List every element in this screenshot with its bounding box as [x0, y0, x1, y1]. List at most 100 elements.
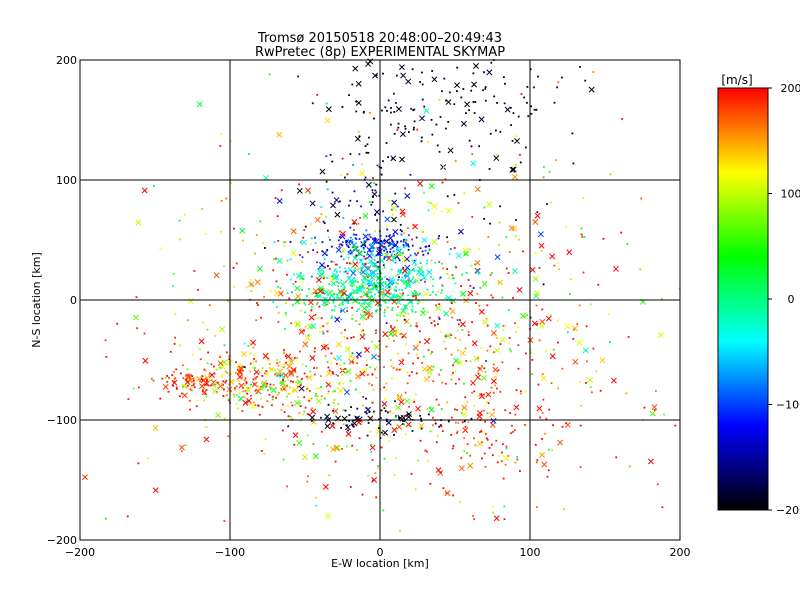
- data-point-x: [459, 466, 464, 471]
- data-point-dot: [382, 288, 384, 290]
- data-point-x: [495, 323, 500, 328]
- data-point-dot: [355, 417, 357, 419]
- data-point-x: [388, 236, 393, 241]
- data-point-dot: [357, 281, 359, 283]
- data-point-dot: [343, 281, 345, 283]
- data-point-dot: [328, 348, 330, 350]
- data-point-dot: [404, 125, 406, 127]
- data-point-dot: [434, 324, 436, 326]
- data-point-dot: [364, 240, 366, 242]
- data-point-dot: [242, 410, 244, 412]
- data-point-dot: [175, 368, 177, 370]
- data-point-dot: [233, 396, 235, 398]
- data-point-dot: [393, 235, 395, 237]
- data-point-dot: [415, 488, 417, 490]
- data-point-dot: [335, 461, 337, 463]
- data-point-dot: [438, 261, 440, 263]
- data-point-dot: [393, 256, 395, 258]
- data-point-dot: [199, 348, 201, 350]
- data-point-dot: [290, 393, 292, 395]
- data-point-dot: [397, 279, 399, 281]
- data-point-dot: [472, 515, 474, 517]
- data-point-dot: [485, 86, 487, 88]
- data-point-dot: [147, 457, 149, 459]
- data-point-x: [463, 428, 468, 433]
- data-point-dot: [350, 292, 352, 294]
- data-point-dot: [360, 421, 362, 423]
- data-point-dot: [381, 447, 383, 449]
- data-point-x: [422, 238, 427, 243]
- data-point-dot: [395, 275, 397, 277]
- data-point-dot: [404, 307, 406, 309]
- data-point-dot: [357, 357, 359, 359]
- data-point-x: [336, 342, 341, 347]
- data-point-dot: [271, 368, 273, 370]
- data-point-dot: [309, 390, 311, 392]
- data-point-dot: [508, 309, 510, 311]
- data-point-dot: [270, 384, 272, 386]
- data-point-dot: [643, 407, 645, 409]
- data-point-dot: [341, 374, 343, 376]
- data-point-x: [600, 358, 605, 363]
- data-point-dot: [370, 236, 372, 238]
- data-point-dot: [458, 378, 460, 380]
- data-point-dot: [455, 283, 457, 285]
- data-point-dot: [193, 380, 195, 382]
- data-point-dot: [398, 417, 400, 419]
- data-point-dot: [366, 152, 368, 154]
- data-point-dot: [291, 291, 293, 293]
- data-point-dot: [264, 247, 266, 249]
- data-point-x: [495, 254, 500, 259]
- data-point-dot: [469, 140, 471, 142]
- data-point-dot: [492, 506, 494, 508]
- data-point-dot: [344, 267, 346, 269]
- data-point-x: [470, 380, 475, 385]
- data-point-dot: [570, 278, 572, 280]
- data-point-dot: [246, 287, 248, 289]
- data-point-x: [418, 181, 423, 186]
- data-point-dot: [384, 309, 386, 311]
- data-point-dot: [620, 232, 622, 234]
- data-point-dot: [455, 370, 457, 372]
- data-point-dot: [233, 267, 235, 269]
- data-point-dot: [579, 381, 581, 383]
- data-point-dot: [179, 344, 181, 346]
- data-point-dot: [350, 337, 352, 339]
- data-point-dot: [365, 347, 367, 349]
- data-point-x: [316, 398, 321, 403]
- colorbar-tick-label: 100: [781, 188, 800, 201]
- data-point-x: [204, 437, 209, 442]
- data-point-dot: [482, 89, 484, 91]
- data-point-dot: [654, 409, 656, 411]
- data-point-dot: [384, 458, 386, 460]
- data-point-dot: [166, 375, 168, 377]
- data-point-x: [297, 188, 302, 193]
- data-point-dot: [567, 331, 569, 333]
- data-point-dot: [396, 314, 398, 316]
- data-point-x: [652, 405, 657, 410]
- data-point-dot: [461, 329, 463, 331]
- data-point-dot: [135, 296, 137, 298]
- data-point-dot: [333, 302, 335, 304]
- data-point-dot: [498, 455, 500, 457]
- data-point-dot: [203, 399, 205, 401]
- data-point-dot: [553, 349, 555, 351]
- data-point-dot: [207, 329, 209, 331]
- data-point-dot: [396, 75, 398, 77]
- data-point-dot: [342, 250, 344, 252]
- data-point-dot: [493, 95, 495, 97]
- data-point-dot: [294, 357, 296, 359]
- data-point-dot: [403, 239, 405, 241]
- data-point-dot: [470, 360, 472, 362]
- data-point-dot: [413, 348, 415, 350]
- data-point-dot: [342, 369, 344, 371]
- data-point-dot: [304, 304, 306, 306]
- data-point-x: [250, 404, 255, 409]
- data-point-dot: [348, 257, 350, 259]
- data-point-dot: [474, 444, 476, 446]
- data-point-x: [363, 213, 368, 218]
- data-point-dot: [242, 391, 244, 393]
- data-point-dot: [342, 383, 344, 385]
- data-point-dot: [495, 130, 497, 132]
